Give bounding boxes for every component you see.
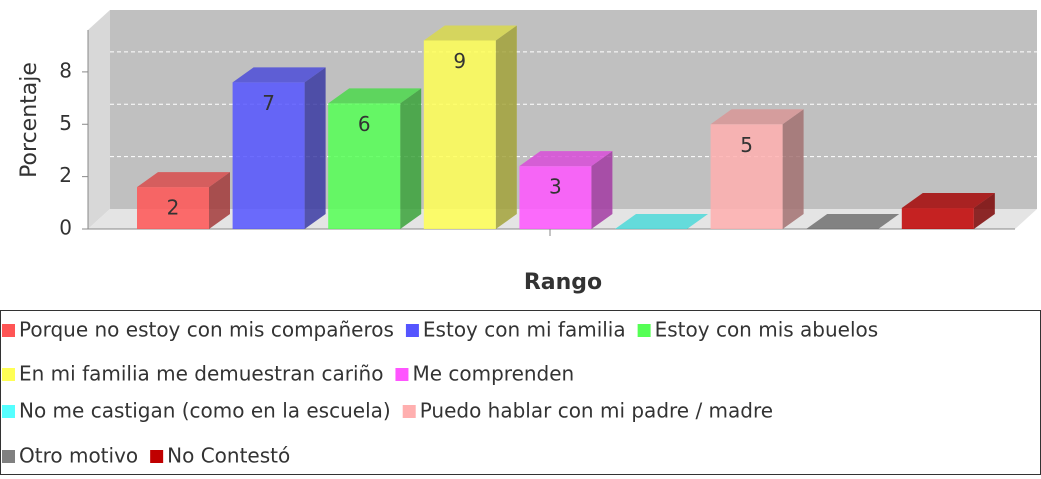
- legend-swatch: [405, 324, 419, 337]
- bar-top-shade: [232, 67, 326, 83]
- y-tick-label: 8: [59, 58, 72, 82]
- bar-top-shade: [137, 172, 230, 188]
- bar-side: [400, 88, 422, 229]
- bar-side-shade: [782, 109, 804, 229]
- legend-label: Porque no estoy con mis compañeros: [19, 318, 394, 342]
- bar-top-shade: [901, 193, 995, 209]
- y-tick-label: 2: [59, 163, 72, 187]
- bar-side-shade: [591, 151, 613, 229]
- bar-top-shade: [615, 214, 708, 229]
- legend-swatch: [2, 405, 15, 418]
- bar-side: [495, 25, 517, 230]
- bar-side: [782, 109, 804, 229]
- bar-top: [806, 214, 900, 229]
- legend-label: Me comprenden: [412, 362, 574, 386]
- y-axis-label: Porcentaje: [17, 62, 42, 178]
- bar-top-shade: [519, 151, 613, 167]
- value-label: 3: [549, 175, 562, 199]
- bar-side: [973, 193, 995, 229]
- x-axis-label: Rango: [524, 270, 602, 295]
- legend-label: Puedo hablar con mi padre / madre: [420, 399, 773, 423]
- bar: [232, 82, 305, 229]
- legend-swatch: [2, 368, 15, 381]
- bar: [423, 40, 496, 230]
- legend-label: No Contestó: [167, 444, 290, 468]
- bar-side-shade: [304, 67, 326, 229]
- legend-swatch: [2, 450, 15, 463]
- legend-label: Otro motivo: [19, 444, 138, 468]
- bar-side-shade: [495, 25, 517, 230]
- legend-swatch: [150, 450, 164, 463]
- bar-side-shade: [209, 172, 230, 229]
- value-label: 7: [262, 91, 275, 115]
- y-tick-label: 0: [59, 216, 72, 240]
- bar-top: [615, 214, 708, 229]
- legend-swatch: [2, 324, 15, 337]
- bar: [901, 208, 974, 229]
- legend-label: No me castigan (como en la escuela): [19, 399, 391, 423]
- bar: [137, 187, 209, 229]
- bar-top-shade: [710, 109, 804, 125]
- legend-label: Estoy con mi familia: [423, 318, 626, 342]
- bar: [519, 166, 592, 229]
- value-label: 6: [358, 112, 371, 136]
- bar-top: [710, 109, 804, 125]
- bar-side: [591, 151, 613, 229]
- legend-label: Estoy con mis abuelos: [655, 318, 879, 342]
- value-label: 2: [167, 196, 180, 220]
- bar: [328, 103, 401, 229]
- bar-top: [137, 172, 230, 188]
- bar-top: [232, 67, 326, 83]
- value-label: 5: [740, 133, 753, 157]
- bar-top-shade: [423, 25, 517, 41]
- bar-top: [901, 193, 995, 209]
- bar-side-shade: [400, 88, 422, 229]
- bar-top: [328, 88, 422, 104]
- legend-swatch: [637, 324, 651, 337]
- bar-side-shade: [973, 193, 995, 229]
- bar: [710, 124, 783, 229]
- y-tick-label: 5: [59, 111, 72, 135]
- bar-top-shade: [806, 214, 900, 229]
- legend-label: En mi familia me demuestran cariño: [19, 362, 383, 386]
- bar-side: [304, 67, 326, 229]
- bar-top: [519, 151, 613, 167]
- bar-top-shade: [328, 88, 422, 104]
- bar-side: [209, 172, 230, 229]
- legend-swatch: [395, 368, 409, 381]
- value-label: 9: [453, 49, 466, 73]
- left-wall: [88, 10, 110, 229]
- bar-top: [423, 25, 517, 41]
- legend-swatch: [402, 405, 416, 418]
